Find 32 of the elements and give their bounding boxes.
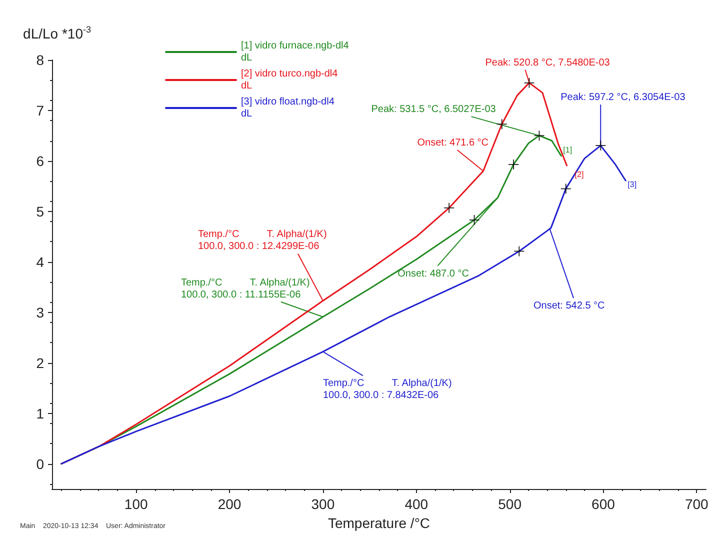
x-tick-label: 100	[124, 496, 148, 512]
y-tick-label: 0	[36, 456, 44, 472]
y-tick-label: 7	[36, 102, 44, 118]
annotation: Peak: 520.8 °C, 7.5480E-03	[485, 57, 610, 68]
x-axis-title: Temperature /°C	[328, 514, 430, 531]
annotation: [1]	[563, 145, 572, 154]
annotation: Onset: 471.6 °C	[417, 138, 489, 149]
y-tick-label: 1	[36, 405, 44, 422]
y-tick-label: 6	[36, 152, 44, 169]
annotation: Peak: 531.5 °C, 6.5027E-03	[371, 104, 496, 116]
annotation: Temp./°C T. Alpha/(1/K) 100.0, 300.0 : 12.4299E-06	[198, 229, 327, 252]
annotation: [3]	[628, 180, 637, 190]
annotation: Peak: 597.2 °C, 6.3054E-03	[560, 92, 686, 104]
y-tick-label: 2	[36, 354, 44, 371]
y-tick-label: 3	[36, 304, 44, 320]
x-tick-label: 600	[592, 496, 616, 512]
y-tick-label: 8	[36, 52, 44, 68]
annotation: Temp./°C T. Alpha/(1/K) 100.0, 300.0 : 7.8432E-06	[322, 378, 452, 402]
y-tick-label: 4	[36, 254, 44, 270]
x-tick-label: 200	[218, 496, 242, 512]
annotation: Onset: 542.5 °C	[534, 300, 605, 312]
x-tick-label: 700	[684, 496, 709, 512]
text: [1] vidro furnace.ngb-dl4 dL	[241, 40, 350, 64]
annotation: Onset: 487.0 °C	[398, 268, 469, 280]
text: [3] vidro float.ngb-dl4 dL	[241, 96, 335, 120]
text: [2] vidro turco.ngb-dl4 dL	[241, 68, 338, 92]
annotation: [2]	[574, 170, 584, 179]
x-tick-label: 500	[498, 496, 522, 512]
x-tick-label: 300	[311, 496, 335, 512]
x-tick-label: 400	[404, 496, 428, 512]
y-tick-label: 5	[36, 203, 44, 220]
annotation: Temp./°C T. Alpha/(1/K) 100.0, 300.0 : 11.1155E-06	[180, 277, 310, 300]
